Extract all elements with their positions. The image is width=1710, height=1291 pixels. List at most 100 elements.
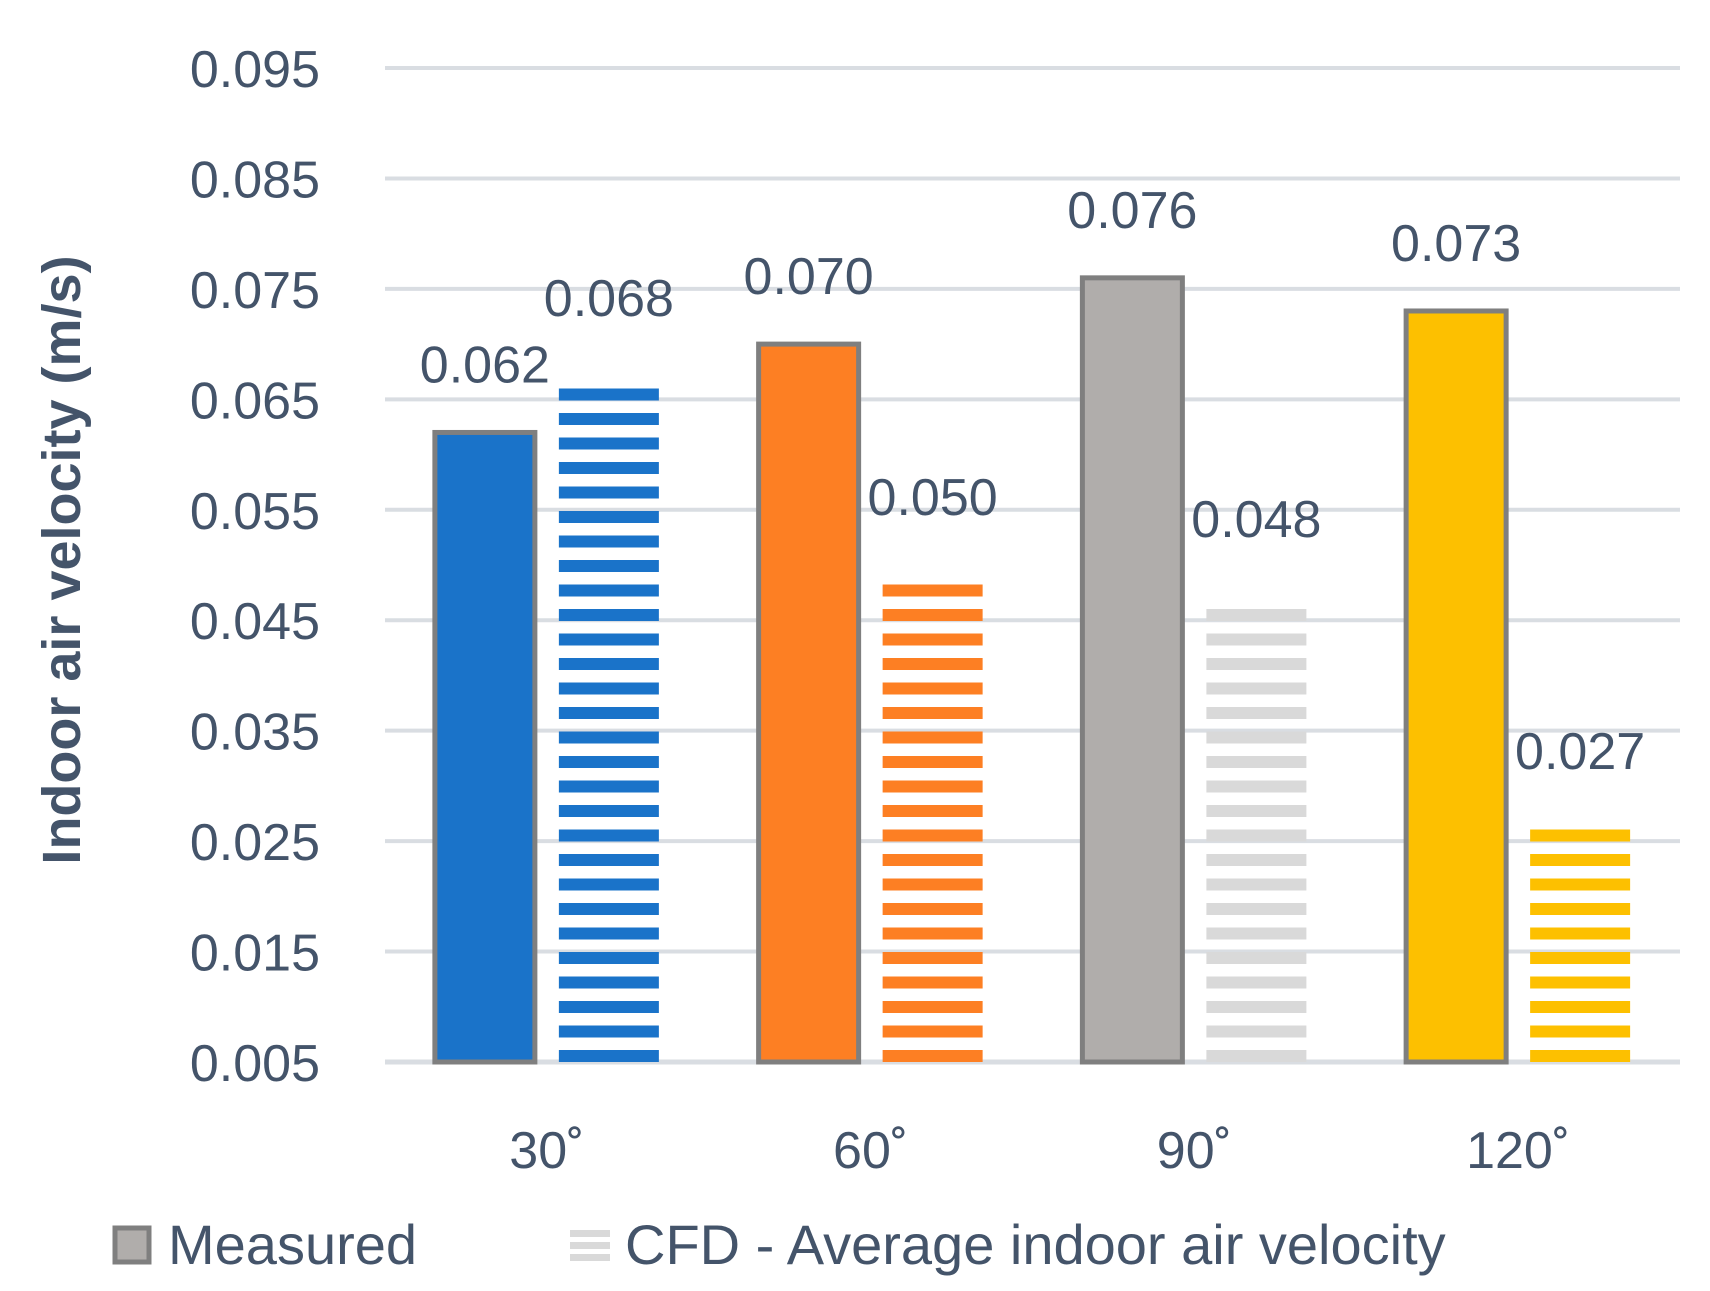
bar-cfd-stripe bbox=[558, 927, 659, 940]
bar-cfd-stripe bbox=[1206, 731, 1307, 744]
bar-cfd-stripe bbox=[558, 1001, 659, 1013]
bar-cfd-stripe bbox=[1206, 780, 1307, 793]
bar-measured bbox=[432, 429, 538, 1065]
bar-cfd-stripe bbox=[1530, 1025, 1631, 1038]
bar-cfd-stripe bbox=[882, 1001, 983, 1013]
bar-cfd-stripe bbox=[558, 437, 659, 450]
bar-cfd-stripe bbox=[882, 829, 983, 842]
bar-cfd-stripe bbox=[558, 854, 659, 866]
bar-cfd-stripe bbox=[882, 609, 983, 621]
bar-cfd-stripe bbox=[1530, 854, 1631, 866]
data-label-measured: 0.070 bbox=[744, 248, 874, 306]
bar-cfd-stripe bbox=[882, 1025, 983, 1038]
y-tick-label: 0.045 bbox=[190, 593, 320, 651]
bar-cfd-stripe bbox=[882, 633, 983, 646]
bar-cfd-stripe bbox=[1530, 976, 1631, 989]
bar-cfd-stripe bbox=[558, 976, 659, 989]
legend-swatch-measured bbox=[112, 1225, 152, 1265]
data-labels: 0.062 0.068 0.070 0.050 0.076 0.048 0.073 0.027 bbox=[420, 182, 1645, 781]
bar-cfd-stripe bbox=[1206, 707, 1307, 719]
legend: Measured CFD - Average indoor air veloci… bbox=[112, 1213, 1446, 1276]
bar-cfd-stripe bbox=[558, 486, 659, 499]
data-label-cfd: 0.027 bbox=[1515, 723, 1645, 781]
x-tick-label: 60˚ bbox=[833, 1122, 908, 1180]
bar-cfd-stripe bbox=[1206, 1050, 1307, 1062]
bar-cfd-stripe bbox=[1206, 903, 1307, 915]
bar-cfd-stripe bbox=[558, 731, 659, 744]
bar-cfd-stripe bbox=[558, 878, 659, 891]
bar-cfd-stripe bbox=[882, 780, 983, 793]
bar-cfd-stripe bbox=[882, 731, 983, 744]
bar-cfd-stripe bbox=[1530, 927, 1631, 940]
y-tick-label: 0.015 bbox=[190, 925, 320, 983]
bar-cfd-stripe bbox=[1206, 854, 1307, 866]
bar-cfd-stripe bbox=[882, 805, 983, 817]
bar-cfd-stripe bbox=[558, 535, 659, 548]
bar-cfd-stripe bbox=[882, 1050, 983, 1062]
bar-cfd-stripe bbox=[558, 903, 659, 915]
bar-cfd-stripe bbox=[882, 854, 983, 866]
y-tick-label: 0.085 bbox=[190, 151, 320, 209]
bar-cfd-stripe bbox=[1530, 878, 1631, 891]
bar-cfd-stripe bbox=[882, 756, 983, 768]
bar-measured bbox=[1403, 308, 1509, 1065]
bar-cfd-stripe bbox=[882, 976, 983, 989]
legend-swatch-cfd bbox=[570, 1230, 610, 1261]
bar-cfd-stripe bbox=[558, 462, 659, 474]
bar-cfd-stripe bbox=[1206, 682, 1307, 695]
bar-cfd-stripe bbox=[1206, 756, 1307, 768]
bar-cfd-stripe bbox=[558, 609, 659, 621]
bar-cfd-stripe bbox=[558, 707, 659, 719]
bar-cfd-stripe bbox=[558, 1025, 659, 1038]
data-label-measured: 0.062 bbox=[420, 336, 550, 394]
bar-cfd-stripe bbox=[558, 1050, 659, 1062]
bar-cfd-stripe bbox=[1206, 1025, 1307, 1038]
bar-cfd-stripe bbox=[1206, 609, 1307, 621]
legend-label-cfd: CFD - Average indoor air velocity bbox=[625, 1213, 1446, 1276]
bar-cfd-stripe bbox=[1206, 952, 1307, 964]
data-label-measured: 0.073 bbox=[1391, 215, 1521, 273]
x-tick-label: 120˚ bbox=[1466, 1122, 1570, 1180]
bar-cfd-stripe bbox=[1530, 1050, 1631, 1062]
y-tick-label: 0.035 bbox=[190, 704, 320, 762]
bar-cfd bbox=[1530, 829, 1631, 1062]
bar-cfd-stripe bbox=[558, 413, 659, 425]
bar-cfd-stripe bbox=[558, 682, 659, 695]
bar-cfd-stripe bbox=[558, 780, 659, 793]
bar-cfd-stripe bbox=[558, 633, 659, 646]
bar-cfd-stripe bbox=[558, 560, 659, 572]
bar-cfd-stripe bbox=[558, 756, 659, 768]
bar-cfd-stripe bbox=[882, 658, 983, 670]
bar-cfd-stripe bbox=[1206, 976, 1307, 989]
y-tick-label: 0.025 bbox=[190, 814, 320, 872]
bar-cfd-stripe bbox=[558, 584, 659, 597]
bar-cfd-stripe bbox=[882, 903, 983, 915]
bar-measured bbox=[756, 341, 862, 1065]
legend-item-cfd: CFD - Average indoor air velocity bbox=[570, 1213, 1446, 1276]
legend-item-measured: Measured bbox=[112, 1213, 417, 1276]
bar-cfd-stripe bbox=[558, 952, 659, 964]
bar-cfd-stripe bbox=[1530, 903, 1631, 915]
y-tick-label: 0.075 bbox=[190, 262, 320, 320]
x-tick-label: 30˚ bbox=[509, 1122, 584, 1180]
bar-cfd-stripe bbox=[1206, 658, 1307, 670]
bars bbox=[432, 275, 1631, 1065]
bar-cfd-stripe bbox=[1530, 829, 1631, 842]
bar-cfd bbox=[882, 584, 983, 1062]
bar-cfd-stripe bbox=[1530, 1001, 1631, 1013]
x-axis-ticks: 30˚ 60˚ 90˚ 120˚ bbox=[509, 1122, 1570, 1180]
bar-cfd-stripe bbox=[882, 682, 983, 695]
data-label-cfd: 0.048 bbox=[1191, 491, 1321, 549]
bar-cfd-stripe bbox=[882, 952, 983, 964]
bar-cfd-stripe bbox=[558, 658, 659, 670]
bar-cfd-stripe bbox=[1206, 878, 1307, 891]
y-tick-label: 0.055 bbox=[190, 483, 320, 541]
bar-cfd-stripe bbox=[1530, 952, 1631, 964]
bar-cfd-stripe bbox=[1206, 805, 1307, 817]
bar-cfd-stripe bbox=[558, 805, 659, 817]
bar-cfd bbox=[558, 388, 659, 1062]
bar-cfd-stripe bbox=[558, 829, 659, 842]
data-label-cfd: 0.068 bbox=[544, 270, 674, 328]
